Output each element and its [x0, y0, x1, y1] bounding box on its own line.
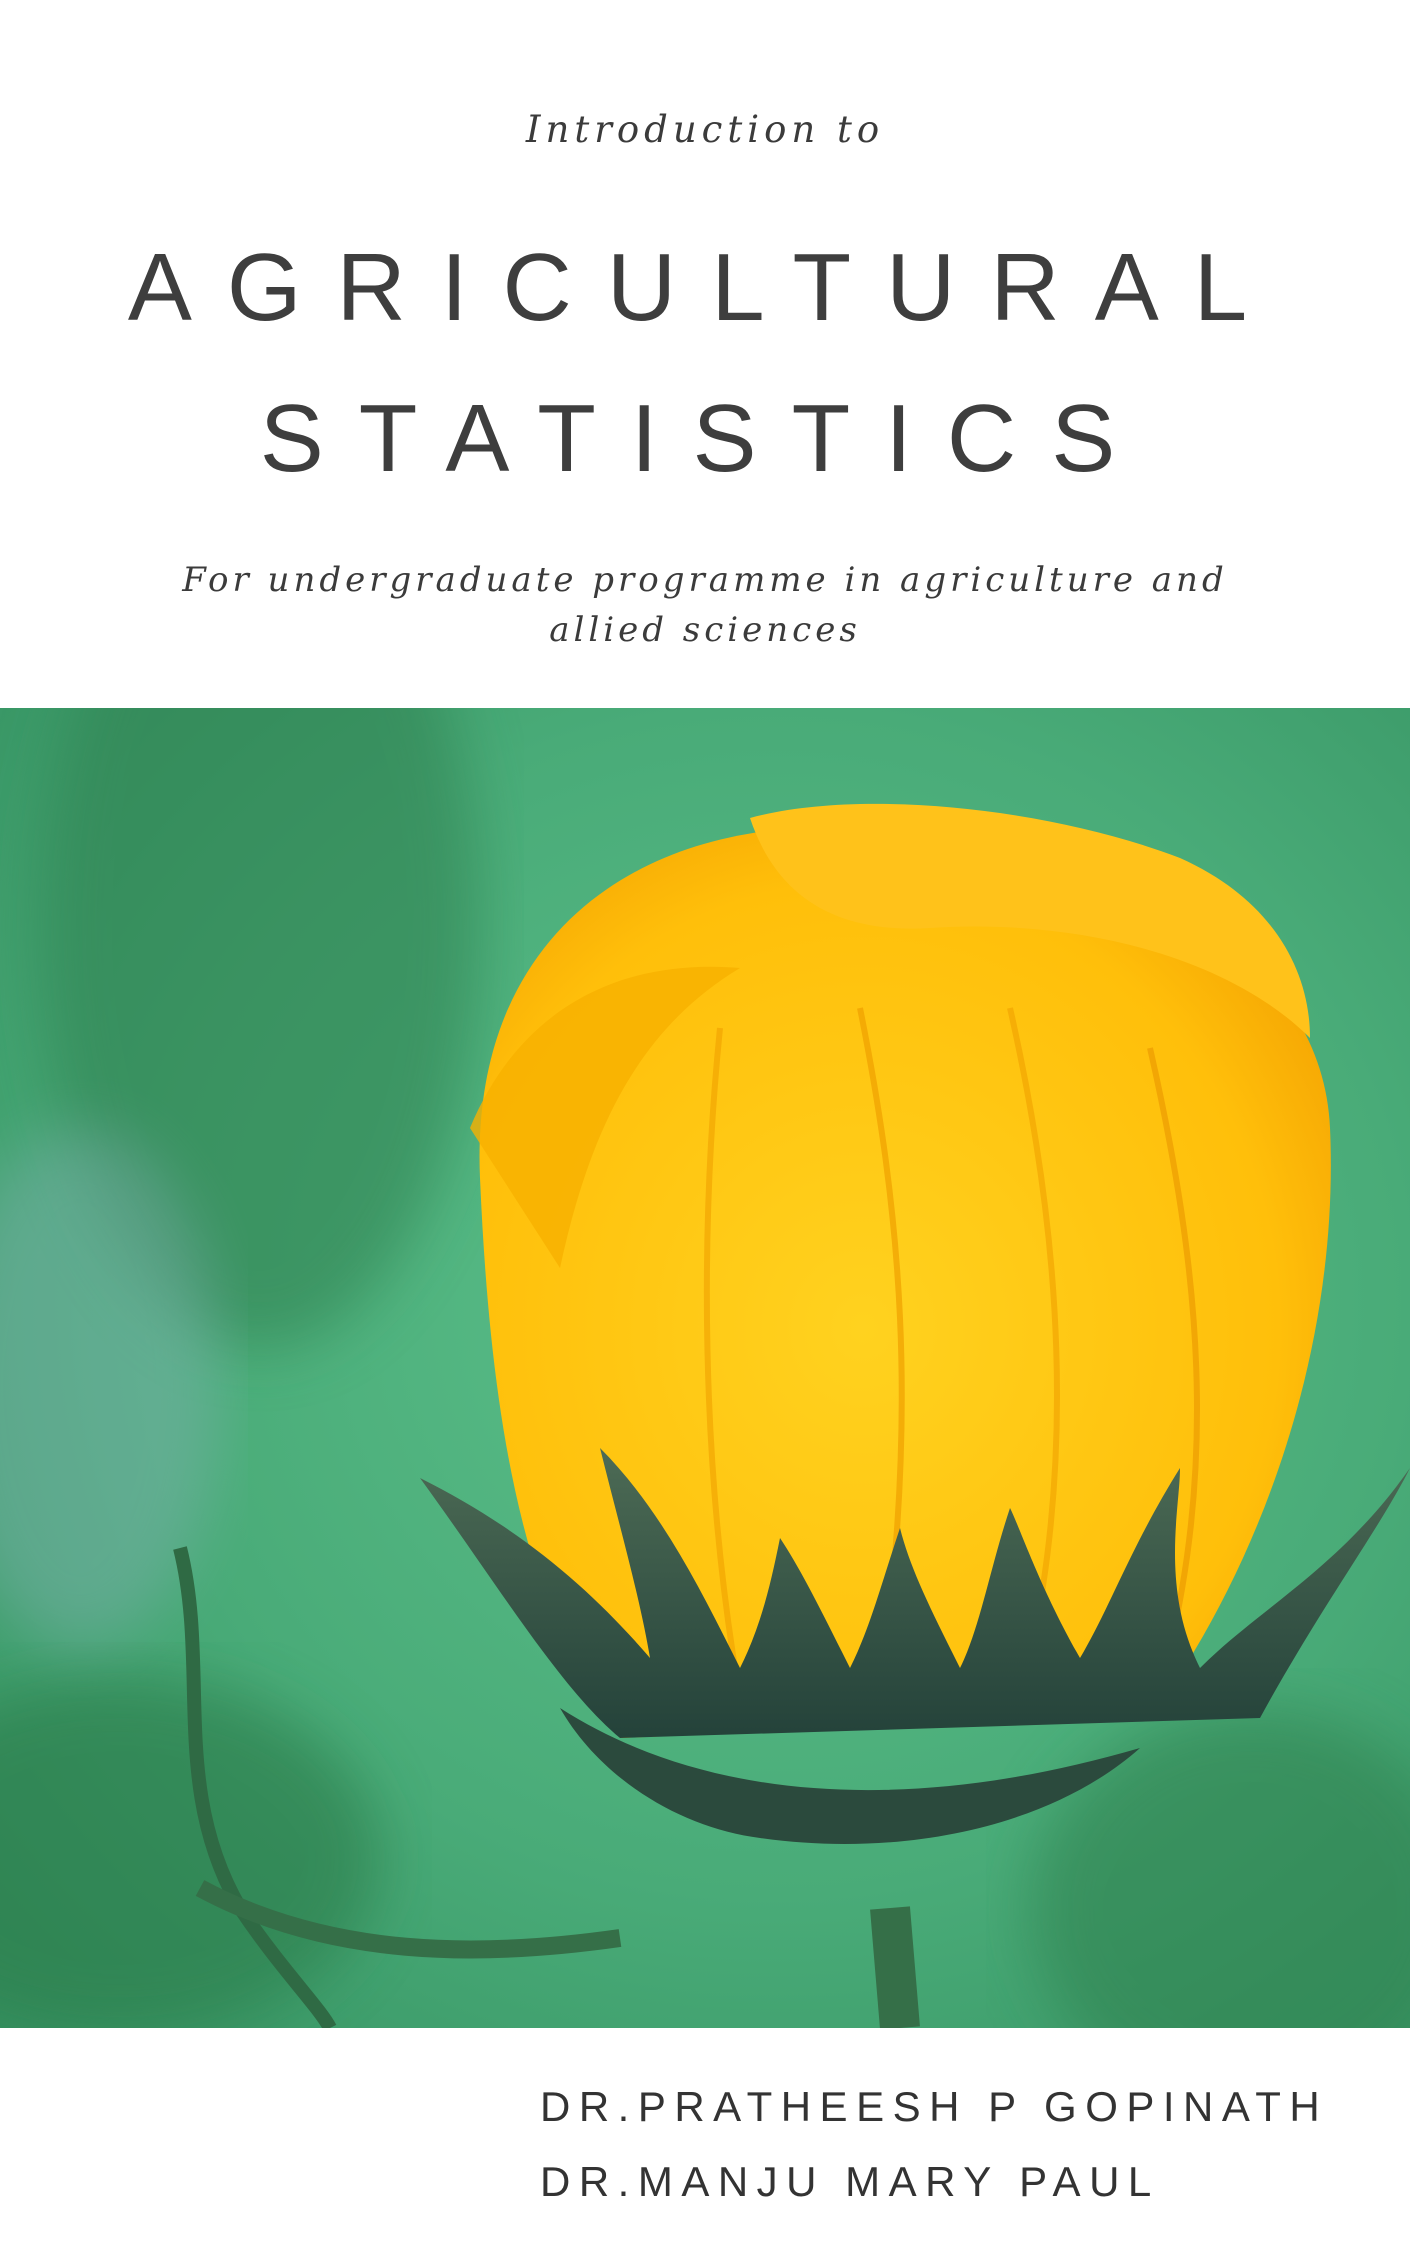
subtitle: For undergraduate programme in agricultu…: [182, 560, 1228, 650]
flower-bud-illustration: [0, 708, 1410, 2028]
author-2: DR.MANJU MARY PAUL: [540, 2158, 1160, 2205]
author-1: DR.PRATHEESH P GOPINATH: [540, 2083, 1329, 2130]
cover-photo: [0, 708, 1410, 2028]
pre-title: Introduction to: [525, 108, 885, 151]
title-line-2: STATISTICS: [259, 385, 1151, 492]
title-line-1: AGRICULTURAL: [127, 234, 1283, 341]
